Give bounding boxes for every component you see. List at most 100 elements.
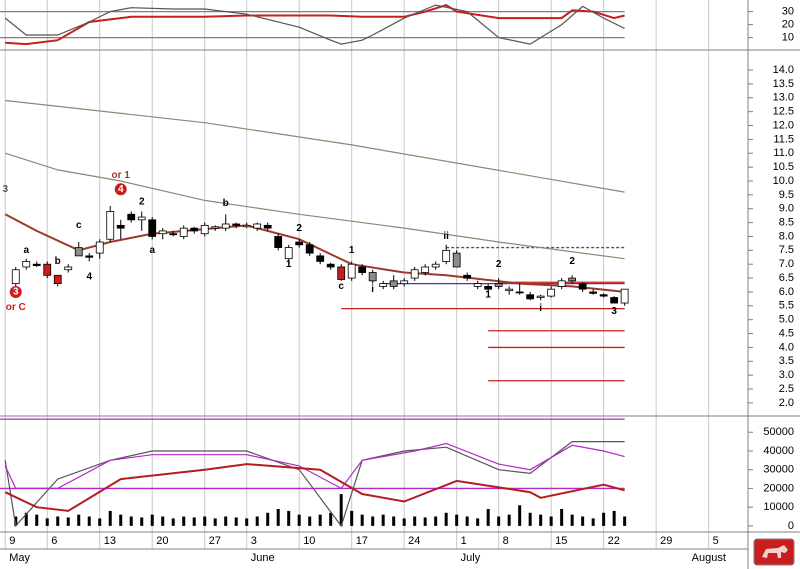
- wave-label: 3: [611, 306, 617, 317]
- volume-bar: [56, 516, 60, 526]
- logo-bull: [762, 545, 788, 558]
- x-tick-label: 24: [408, 535, 420, 547]
- wave-label: b: [55, 256, 61, 267]
- candle-body: [568, 277, 577, 282]
- wave-label: 1: [485, 289, 491, 300]
- y-tick-label: 30: [782, 6, 794, 18]
- volume-bar: [45, 518, 49, 526]
- candle-body: [74, 247, 83, 257]
- candle-body: [494, 283, 503, 287]
- candle-body: [305, 244, 314, 254]
- wave-label: or C: [6, 302, 26, 313]
- volume-bar: [360, 514, 364, 526]
- candle-body: [599, 294, 608, 297]
- candle-body: [421, 266, 430, 273]
- wave-label: 2: [139, 196, 145, 207]
- volume-bar: [66, 517, 70, 526]
- volume-bar: [129, 516, 133, 526]
- volume-bar: [402, 518, 406, 526]
- month-label: August: [692, 552, 726, 564]
- candle-body: [64, 266, 73, 271]
- volume-bar: [119, 514, 123, 526]
- volume-bar: [444, 512, 448, 526]
- candle-body: [337, 266, 346, 280]
- candle-body: [85, 255, 94, 258]
- candle-body: [452, 252, 461, 268]
- y-tick-label: 10: [782, 32, 794, 44]
- candle-body: [610, 297, 619, 304]
- candle-body: [557, 280, 566, 287]
- volume-bar: [497, 516, 501, 526]
- volume-bar: [476, 518, 480, 526]
- volume-bar: [297, 514, 301, 526]
- volume-bar: [434, 516, 438, 526]
- candle-body: [536, 295, 545, 298]
- y-tick-label: 13.0: [773, 92, 794, 104]
- y-tick-label: 5.0: [779, 314, 794, 326]
- volume-bar: [350, 510, 354, 526]
- wave-label: 2: [496, 259, 502, 270]
- x-tick-label: 20: [156, 535, 168, 547]
- x-tick-label: 9: [9, 535, 15, 547]
- candle-body: [148, 219, 157, 237]
- x-tick-label: 27: [209, 535, 221, 547]
- candle-body: [127, 213, 136, 221]
- y-tick-label: 7.0: [779, 258, 794, 270]
- logo-icon: [753, 538, 795, 566]
- candle-body: [473, 283, 482, 287]
- candle-body: [53, 274, 62, 285]
- x-tick-label: 15: [555, 535, 567, 547]
- volume-bar: [392, 516, 396, 526]
- x-tick-label: 3: [251, 535, 257, 547]
- y-tick-label: 9.0: [779, 203, 794, 215]
- candle-body: [463, 274, 472, 279]
- volume-bar: [192, 517, 196, 526]
- y-tick-label: 4.5: [779, 327, 794, 339]
- x-tick-label: 8: [503, 535, 509, 547]
- candle-body: [169, 233, 178, 236]
- volume-bar: [413, 516, 417, 526]
- wave-label: 4: [86, 271, 92, 282]
- volume-bar: [140, 517, 144, 526]
- candle-body: [232, 223, 241, 226]
- volume-bar: [203, 516, 207, 526]
- volume-bar: [276, 509, 280, 526]
- candle-body: [190, 227, 199, 232]
- volume-bar: [213, 518, 217, 526]
- volume-bar: [77, 514, 81, 526]
- volume-bar: [570, 514, 574, 526]
- wave-label: i: [371, 284, 374, 295]
- indicator-line: [4, 463, 625, 512]
- indicator-line: [4, 441, 625, 528]
- candle-body: [95, 241, 104, 254]
- y-tick-label: 9.5: [779, 189, 794, 201]
- x-tick-label: 29: [660, 535, 672, 547]
- x-tick-label: 13: [104, 535, 116, 547]
- y-tick-label: 11.5: [773, 133, 794, 145]
- volume-bar: [171, 518, 175, 526]
- candle-body: [326, 263, 335, 268]
- wave-label: c: [338, 281, 344, 292]
- y-tick-label: 5.5: [779, 300, 794, 312]
- candle-body: [316, 255, 325, 262]
- y-tick-label: 12.0: [773, 119, 794, 131]
- x-tick-label: 6: [51, 535, 57, 547]
- candle-body: [22, 261, 31, 268]
- wave-label: or 1: [112, 170, 131, 181]
- candle-body: [505, 288, 514, 291]
- y-tick-label: 14.0: [773, 64, 794, 76]
- candle-body: [515, 291, 524, 294]
- wave-label: 4: [118, 184, 124, 195]
- candle-body: [106, 211, 115, 240]
- volume-bar: [528, 512, 532, 526]
- volume-bar: [266, 512, 270, 526]
- volume-bar: [329, 512, 333, 526]
- candle-body: [347, 263, 356, 279]
- candle-body: [379, 283, 388, 287]
- volume-bar: [234, 517, 238, 526]
- wave-label: 2: [296, 223, 302, 234]
- annotation-circle: [9, 285, 22, 298]
- annotation-circle: [114, 183, 127, 196]
- volume-bar: [591, 518, 595, 526]
